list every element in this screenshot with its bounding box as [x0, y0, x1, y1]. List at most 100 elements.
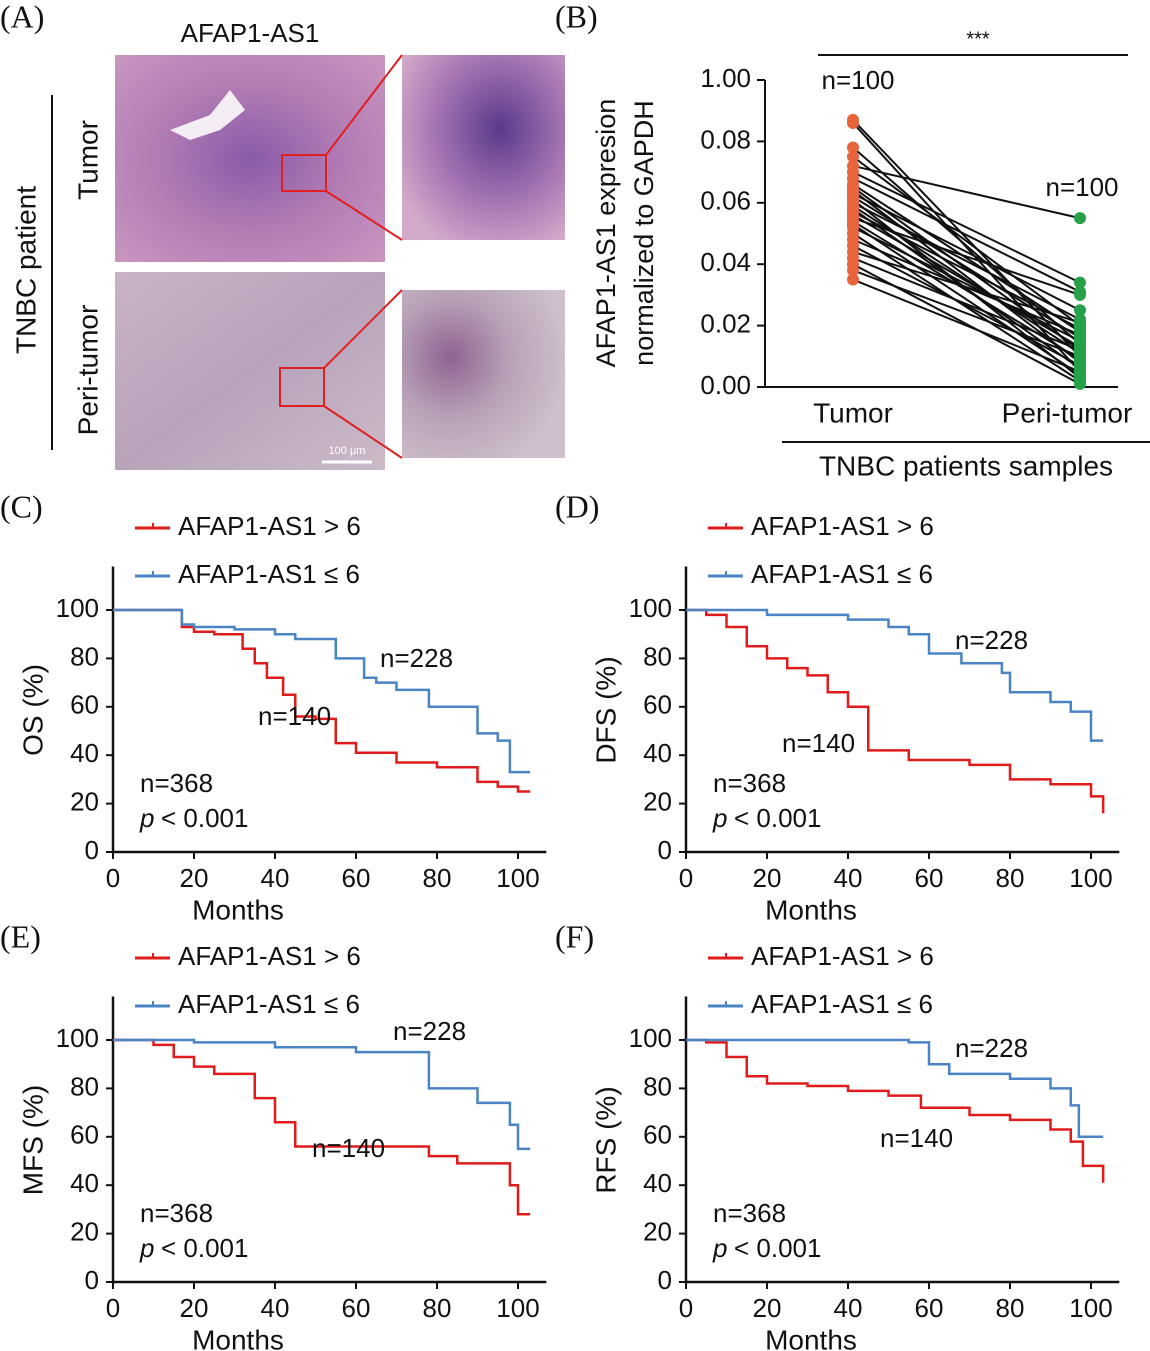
- panel-a: (A) AFAP1-AS1 TNBC patient Tumor Peri-tu…: [0, 0, 565, 470]
- panel-label: (D): [555, 488, 599, 524]
- y-tick-label: 40: [70, 738, 99, 768]
- x-tick-label: 80: [996, 863, 1025, 893]
- y-tick-label: 20: [70, 786, 99, 816]
- y-tick-label: 1.00: [700, 63, 751, 93]
- data-point: [1074, 212, 1086, 225]
- survival-curve: [113, 1038, 531, 1216]
- pair-line: [852, 177, 1081, 293]
- annotation: n=140: [880, 1123, 953, 1153]
- x-tick-label: 0: [679, 863, 693, 893]
- x-tick-label: 40: [261, 1293, 290, 1323]
- panel-label: (E): [0, 918, 41, 954]
- annotation: n=228: [393, 1016, 466, 1046]
- zoom-line: [325, 54, 403, 156]
- y-tick-label: 60: [70, 1120, 99, 1150]
- x-tick-label: 60: [915, 863, 944, 893]
- pair-line: [852, 226, 1081, 342]
- legend-label: AFAP1-AS1 > 6: [178, 511, 361, 541]
- y-axis-label: MFS (%): [17, 1085, 48, 1195]
- pair-line: [852, 217, 1081, 296]
- pair-line: [852, 122, 1081, 373]
- y-tick-label: 0: [658, 835, 672, 865]
- row-label: Tumor: [72, 120, 103, 200]
- y-tick-label: 40: [643, 1168, 672, 1198]
- data-point: [1074, 328, 1086, 341]
- p-symbol: p: [139, 1233, 154, 1263]
- annotation: n=228: [380, 643, 453, 673]
- y-tick-label: 0.06: [700, 186, 751, 216]
- p-value: < 0.001: [161, 803, 248, 833]
- data-point: [1074, 316, 1086, 329]
- annotation: n=368: [140, 1198, 213, 1228]
- annotation: n=140: [258, 701, 331, 731]
- data-point: [847, 150, 859, 163]
- panel-label: (C): [0, 488, 43, 524]
- y-tick-label: 0.00: [700, 370, 751, 400]
- scale-bar-label: 100 μm: [329, 445, 366, 457]
- survival-curve: [113, 1038, 531, 1151]
- x-tick-label: 20: [753, 863, 782, 893]
- count-label: n=100: [821, 65, 894, 95]
- x-tick-label: 40: [261, 863, 290, 893]
- pair-line: [852, 223, 1081, 376]
- panel-title: AFAP1-AS1: [181, 18, 320, 48]
- p-value: < 0.001: [161, 1233, 248, 1263]
- zoom-box: [281, 154, 327, 192]
- x-tick-label: 80: [423, 1293, 452, 1323]
- survival-curve: [113, 608, 531, 774]
- significance: ***: [966, 28, 990, 50]
- x-tick-label: 20: [753, 1293, 782, 1323]
- survival-curve: [113, 608, 531, 793]
- x-tick-label: 40: [834, 863, 863, 893]
- y-tick-label: 0: [85, 1265, 99, 1295]
- x-tick-label: 80: [423, 863, 452, 893]
- tumor-zoom: [402, 55, 565, 240]
- peri-zoom: [402, 290, 565, 458]
- zoom-line: [325, 190, 403, 241]
- survival-curve: [686, 608, 1105, 814]
- panel-label: (B): [555, 0, 598, 34]
- y-tick-label: 40: [70, 1168, 99, 1198]
- x-tick-label: Tumor: [813, 397, 893, 428]
- panel-label: (F): [555, 918, 594, 954]
- legend-label: AFAP1-AS1 > 6: [178, 941, 361, 971]
- pair-line: [852, 257, 1081, 352]
- y-tick-label: 80: [70, 1071, 99, 1101]
- pair-line: [852, 244, 1081, 367]
- data-point: [847, 273, 859, 286]
- pair-line: [852, 119, 1081, 357]
- x-tick-label: 60: [342, 863, 371, 893]
- y-tick-label: 100: [629, 1023, 672, 1053]
- y-tick-label: 0.04: [700, 247, 751, 277]
- x-tick-label: 0: [106, 1293, 120, 1323]
- x-axis-label: TNBC patients samples: [819, 450, 1113, 481]
- data-point: [1074, 288, 1086, 301]
- x-tick-label: 40: [834, 1293, 863, 1323]
- y-tick-label: 60: [70, 690, 99, 720]
- pair-line: [852, 278, 1081, 373]
- annotation: n=368: [713, 1198, 786, 1228]
- p-value: < 0.001: [734, 1233, 821, 1263]
- x-tick-label: 100: [1069, 863, 1112, 893]
- pair-line: [852, 164, 1081, 220]
- annotation: n=228: [955, 625, 1028, 655]
- data-point: [1074, 304, 1086, 317]
- pair-line: [852, 250, 1081, 324]
- legend-label: AFAP1-AS1 > 6: [751, 941, 934, 971]
- y-tick-label: 20: [643, 1216, 672, 1246]
- y-tick-label: 0: [658, 1265, 672, 1295]
- tumor-image: [115, 55, 385, 262]
- p-value: < 0.001: [734, 803, 821, 833]
- pair-line: [852, 192, 1081, 312]
- pair-line: [852, 171, 1081, 284]
- y-tick-label: 80: [643, 1071, 672, 1101]
- zoom-line: [323, 405, 403, 459]
- x-axis-label: Months: [192, 894, 284, 925]
- x-tick-label: 80: [996, 1293, 1025, 1323]
- legend-label: AFAP1-AS1 > 6: [751, 511, 934, 541]
- zoom-line: [323, 289, 403, 369]
- x-tick-label: 20: [180, 1293, 209, 1323]
- legend-label: AFAP1-AS1 ≤ 6: [178, 559, 360, 589]
- y-axis-label: OS (%): [17, 664, 48, 756]
- survival-curve: [686, 1038, 1105, 1183]
